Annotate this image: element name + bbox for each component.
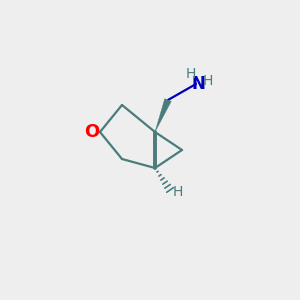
Text: H: H	[173, 185, 183, 199]
Text: H: H	[186, 67, 196, 81]
Polygon shape	[155, 99, 171, 132]
Text: N: N	[191, 75, 205, 93]
Text: H: H	[203, 74, 213, 88]
Text: O: O	[84, 123, 100, 141]
